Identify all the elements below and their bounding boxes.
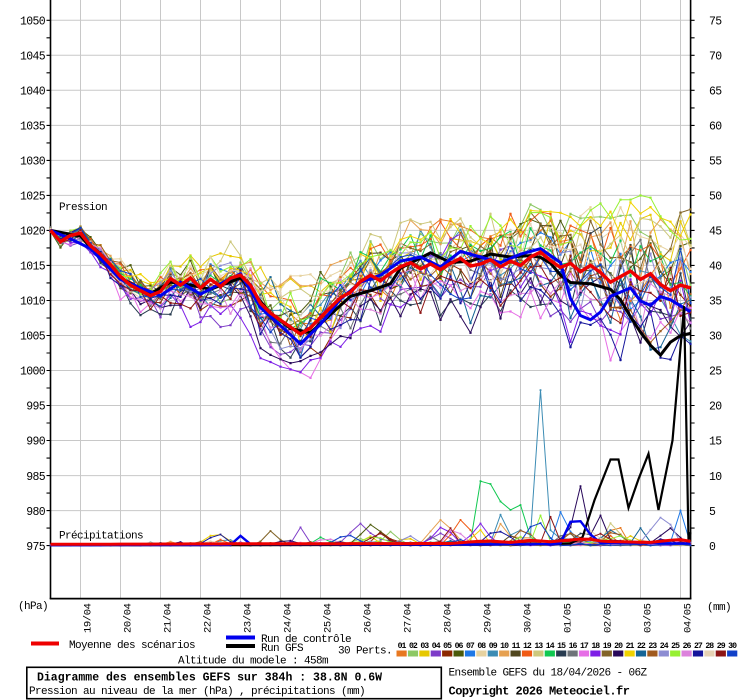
svg-text:50: 50 bbox=[709, 191, 722, 204]
svg-text:10: 10 bbox=[500, 642, 509, 651]
svg-text:30 Perts.: 30 Perts. bbox=[338, 646, 392, 658]
svg-text:45: 45 bbox=[709, 226, 722, 239]
svg-text:30: 30 bbox=[709, 331, 722, 344]
svg-text:40: 40 bbox=[709, 261, 722, 274]
svg-text:995: 995 bbox=[26, 401, 46, 414]
svg-text:20: 20 bbox=[709, 401, 722, 414]
svg-text:12: 12 bbox=[523, 642, 532, 651]
svg-text:1020: 1020 bbox=[20, 226, 46, 239]
svg-text:1010: 1010 bbox=[20, 296, 46, 309]
svg-text:1045: 1045 bbox=[20, 51, 46, 64]
svg-text:35: 35 bbox=[709, 296, 722, 309]
svg-text:04/05: 04/05 bbox=[683, 603, 695, 633]
svg-text:Diagramme des ensembles GEFS s: Diagramme des ensembles GEFS sur 384h : … bbox=[37, 672, 382, 685]
svg-text:09: 09 bbox=[489, 642, 498, 651]
svg-text:28: 28 bbox=[705, 642, 714, 651]
svg-text:26/04: 26/04 bbox=[363, 603, 375, 633]
svg-text:26: 26 bbox=[683, 642, 692, 651]
svg-text:19/04: 19/04 bbox=[83, 603, 95, 633]
svg-text:24: 24 bbox=[660, 642, 669, 651]
svg-text:27/04: 27/04 bbox=[403, 603, 415, 633]
svg-text:1050: 1050 bbox=[20, 16, 46, 29]
svg-text:02: 02 bbox=[409, 642, 418, 651]
svg-text:04: 04 bbox=[432, 642, 441, 651]
svg-text:0: 0 bbox=[709, 541, 716, 554]
svg-text:25: 25 bbox=[709, 366, 722, 379]
svg-text:02/05: 02/05 bbox=[603, 603, 615, 633]
svg-text:75: 75 bbox=[709, 16, 722, 29]
svg-text:Moyenne des scénarios: Moyenne des scénarios bbox=[69, 640, 195, 652]
svg-text:19: 19 bbox=[603, 642, 612, 651]
svg-text:15: 15 bbox=[557, 642, 566, 651]
svg-text:1040: 1040 bbox=[20, 86, 46, 99]
svg-text:30/04: 30/04 bbox=[523, 603, 535, 633]
svg-text:29: 29 bbox=[717, 642, 726, 651]
svg-text:15: 15 bbox=[709, 436, 722, 449]
svg-text:20: 20 bbox=[614, 642, 623, 651]
svg-text:16: 16 bbox=[569, 642, 578, 651]
svg-text:22/04: 22/04 bbox=[203, 603, 215, 633]
svg-text:06: 06 bbox=[455, 642, 464, 651]
svg-text:Altitude du modele : 458m: Altitude du modele : 458m bbox=[178, 656, 329, 668]
svg-text:65: 65 bbox=[709, 86, 722, 99]
svg-text:1025: 1025 bbox=[20, 191, 46, 204]
svg-text:60: 60 bbox=[709, 121, 722, 134]
svg-text:21/04: 21/04 bbox=[163, 603, 175, 633]
svg-text:1030: 1030 bbox=[20, 156, 46, 169]
svg-text:985: 985 bbox=[26, 471, 46, 484]
svg-text:30: 30 bbox=[728, 642, 737, 651]
svg-text:05: 05 bbox=[443, 642, 452, 651]
svg-text:1005: 1005 bbox=[20, 331, 46, 344]
svg-text:70: 70 bbox=[709, 51, 722, 64]
svg-text:11: 11 bbox=[512, 642, 521, 651]
svg-text:20/04: 20/04 bbox=[123, 603, 135, 633]
svg-text:21: 21 bbox=[626, 642, 635, 651]
svg-text:13: 13 bbox=[534, 642, 543, 651]
svg-text:25: 25 bbox=[671, 642, 680, 651]
svg-text:01: 01 bbox=[398, 642, 407, 651]
svg-text:980: 980 bbox=[26, 506, 46, 519]
svg-text:24/04: 24/04 bbox=[283, 603, 295, 633]
svg-text:1015: 1015 bbox=[20, 261, 46, 274]
svg-text:22: 22 bbox=[637, 642, 646, 651]
svg-text:17: 17 bbox=[580, 642, 589, 651]
svg-text:25/04: 25/04 bbox=[323, 603, 335, 633]
svg-text:(hPa): (hPa) bbox=[18, 601, 48, 613]
svg-text:Pression au niveau de la mer (: Pression au niveau de la mer (hPa) , pré… bbox=[29, 686, 365, 698]
svg-text:03/05: 03/05 bbox=[643, 603, 655, 633]
svg-text:29/04: 29/04 bbox=[483, 603, 495, 633]
svg-text:55: 55 bbox=[709, 156, 722, 169]
svg-text:01/05: 01/05 bbox=[563, 603, 575, 633]
svg-text:Pression: Pression bbox=[59, 202, 107, 214]
svg-text:23: 23 bbox=[648, 642, 657, 651]
svg-text:Ensemble GEFS du 18/04/2026 -: Ensemble GEFS du 18/04/2026 - 06Z bbox=[449, 668, 648, 680]
svg-text:08: 08 bbox=[477, 642, 486, 651]
svg-text:28/04: 28/04 bbox=[443, 603, 455, 633]
svg-text:Précipitations: Précipitations bbox=[59, 531, 143, 543]
svg-text:Run GFS: Run GFS bbox=[261, 643, 304, 655]
svg-text:03: 03 bbox=[420, 642, 429, 651]
svg-text:975: 975 bbox=[26, 541, 46, 554]
svg-text:(mm): (mm) bbox=[707, 602, 731, 614]
svg-text:5: 5 bbox=[709, 506, 716, 519]
svg-text:14: 14 bbox=[546, 642, 555, 651]
svg-text:27: 27 bbox=[694, 642, 703, 651]
svg-text:18: 18 bbox=[591, 642, 600, 651]
svg-text:990: 990 bbox=[26, 436, 46, 449]
svg-text:Copyright 2026 Meteociel.fr: Copyright 2026 Meteociel.fr bbox=[449, 685, 630, 699]
svg-text:23/04: 23/04 bbox=[243, 603, 255, 633]
svg-text:10: 10 bbox=[709, 471, 722, 484]
svg-text:Run de contrôle: Run de contrôle bbox=[261, 634, 351, 646]
svg-text:1000: 1000 bbox=[20, 366, 46, 379]
svg-text:07: 07 bbox=[466, 642, 475, 651]
svg-text:1035: 1035 bbox=[20, 121, 46, 134]
